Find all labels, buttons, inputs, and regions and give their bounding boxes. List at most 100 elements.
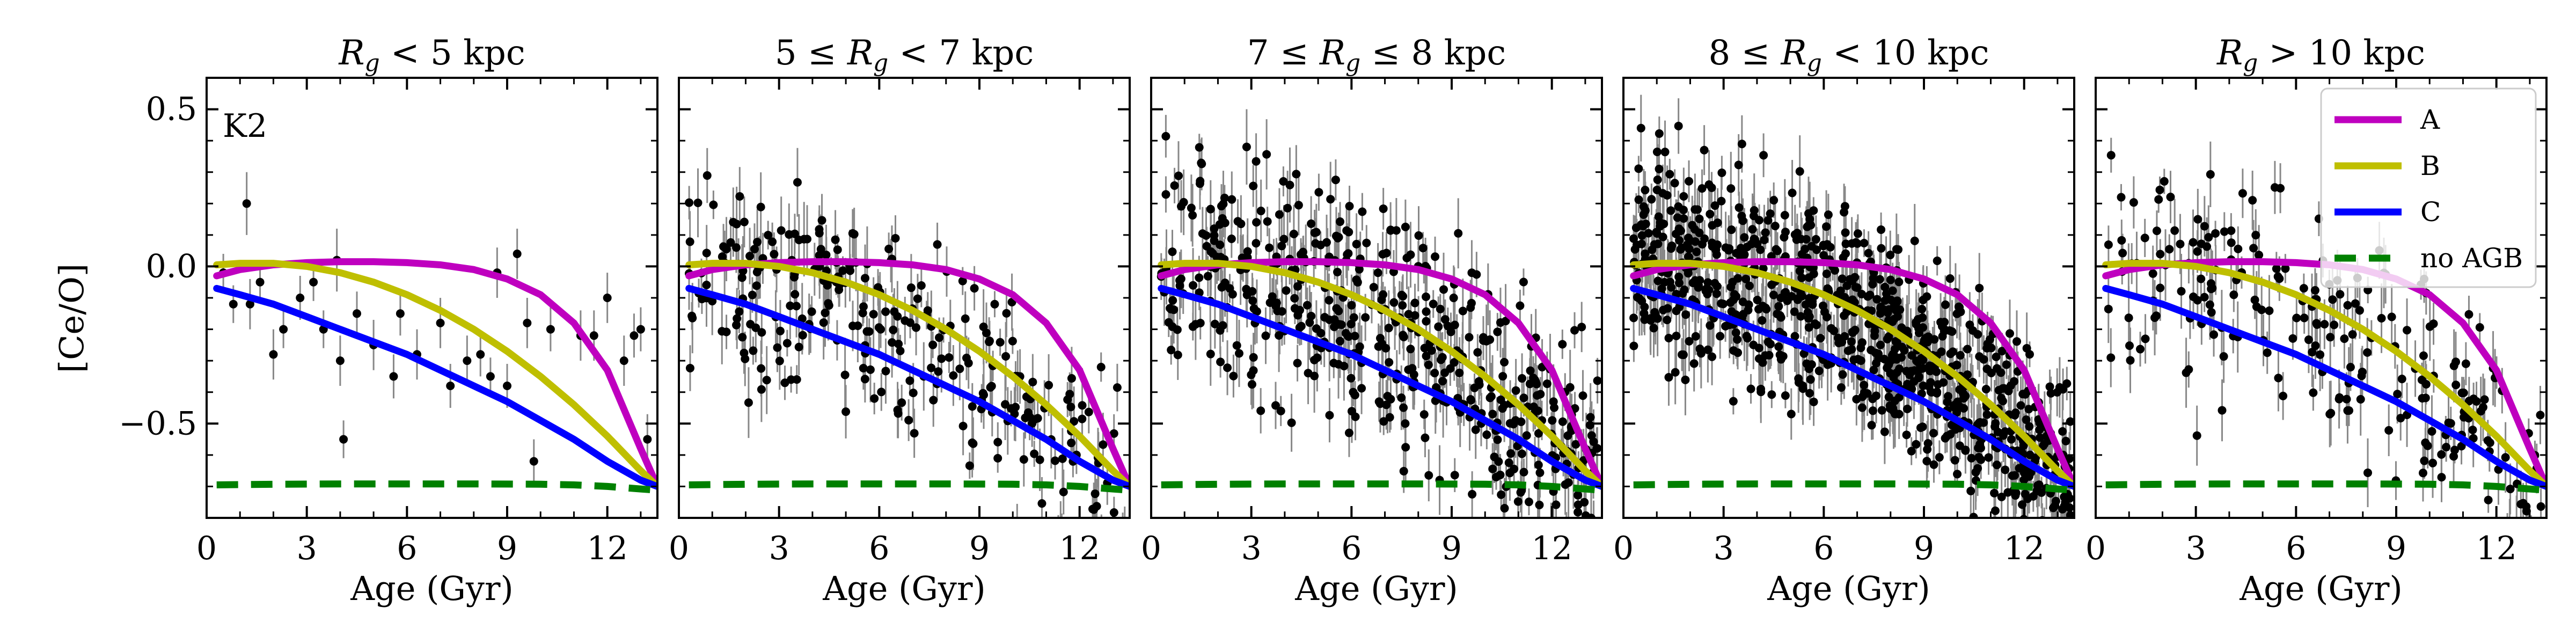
data-point	[1659, 219, 1668, 229]
data-point	[1455, 368, 1464, 377]
data-point	[1650, 240, 1659, 249]
data-point	[1990, 506, 2000, 515]
data-point	[1310, 228, 1319, 237]
data-point	[1002, 309, 1011, 318]
data-point	[901, 316, 910, 325]
data-point	[933, 240, 942, 249]
data-point	[1634, 164, 1643, 173]
data-point	[780, 378, 789, 387]
data-point	[2192, 431, 2201, 440]
data-point	[1346, 374, 1356, 383]
data-point	[1401, 443, 1410, 452]
data-point	[2227, 238, 2236, 247]
data-point	[1727, 225, 1736, 235]
data-point	[815, 225, 824, 234]
data-point	[1795, 267, 1804, 276]
data-point	[2211, 229, 2220, 238]
data-points	[1157, 109, 1602, 518]
data-point	[2356, 394, 2365, 404]
data-point	[750, 245, 759, 254]
data-point	[1667, 283, 1676, 292]
data-point	[1780, 211, 1789, 220]
data-point	[476, 350, 485, 359]
data-point	[1384, 324, 1393, 333]
data-point	[1571, 440, 1580, 449]
data-point	[2516, 500, 2526, 509]
data-point	[912, 323, 921, 332]
data-point	[1737, 140, 1746, 149]
data-point	[1353, 277, 1362, 287]
data-point	[757, 328, 766, 337]
data-point	[2485, 438, 2494, 448]
data-point	[1488, 409, 1497, 419]
data-point	[2053, 531, 2062, 540]
data-point	[1892, 353, 1901, 362]
data-point	[1718, 299, 1728, 309]
data-point	[906, 283, 916, 292]
data-point	[2117, 236, 2126, 245]
data-point	[1679, 206, 1688, 215]
x-tick-label: 3	[2186, 530, 2206, 567]
data-point	[1706, 209, 1715, 218]
data-point	[735, 307, 744, 316]
data-point	[1577, 323, 1586, 332]
data-point	[1210, 319, 1219, 328]
x-tick-label: 3	[769, 530, 789, 567]
data-point	[1885, 358, 1894, 367]
data-point	[1763, 216, 1773, 225]
data-point	[1632, 240, 1641, 250]
data-point	[2292, 313, 2301, 323]
data-point	[2330, 320, 2339, 330]
data-point	[2065, 503, 2074, 512]
y-tick-label: 0.0	[146, 247, 197, 285]
data-point	[1790, 332, 1799, 341]
data-point	[996, 338, 1005, 347]
data-point	[1932, 367, 1941, 376]
data-point	[1910, 236, 1919, 245]
data-point	[1690, 205, 1700, 214]
data-point	[1781, 391, 1790, 400]
series-line-b	[1630, 260, 2074, 490]
data-point	[1340, 362, 1349, 371]
data-point	[2421, 438, 2430, 448]
data-point	[2343, 406, 2352, 415]
data-point	[1636, 221, 1645, 230]
data-point	[1519, 467, 1528, 477]
data-point	[1997, 347, 2007, 356]
data-point	[1331, 175, 1340, 185]
data-point	[2200, 292, 2209, 302]
data-point	[1729, 346, 1738, 355]
panel-2: 5 ≤ Rg < 7 kpc 0 3 6 9 12 Age (Gyr)	[669, 33, 1131, 608]
data-point	[2066, 550, 2075, 558]
data-point	[1294, 201, 1303, 210]
data-point	[1902, 404, 1912, 413]
data-point	[928, 340, 938, 349]
data-point	[738, 333, 747, 342]
data-point	[1501, 317, 1510, 326]
data-point	[1867, 306, 1876, 316]
data-point	[822, 250, 831, 259]
data-point	[2506, 485, 2515, 494]
data-point	[732, 320, 741, 330]
data-point	[1708, 242, 1717, 251]
data-point	[1524, 497, 1533, 507]
data-point	[1806, 221, 1816, 230]
data-point	[1369, 283, 1378, 292]
data-point	[1517, 417, 1526, 426]
data-point	[2316, 350, 2325, 359]
x-axis-label: Age (Gyr)	[2239, 569, 2402, 608]
data-point	[2062, 548, 2071, 557]
data-point	[746, 320, 755, 329]
data-point	[503, 382, 511, 390]
data-point	[770, 250, 779, 259]
data-point	[1748, 225, 1757, 234]
data-point	[740, 348, 749, 357]
data-point	[1422, 307, 1431, 316]
series-line-no-agb	[1161, 480, 1602, 494]
data-point	[1996, 368, 2006, 377]
data-point	[838, 266, 847, 275]
data-point	[1349, 387, 1358, 397]
data-point	[1673, 213, 1682, 222]
data-point	[1804, 273, 1813, 282]
data-point	[1684, 252, 1693, 261]
